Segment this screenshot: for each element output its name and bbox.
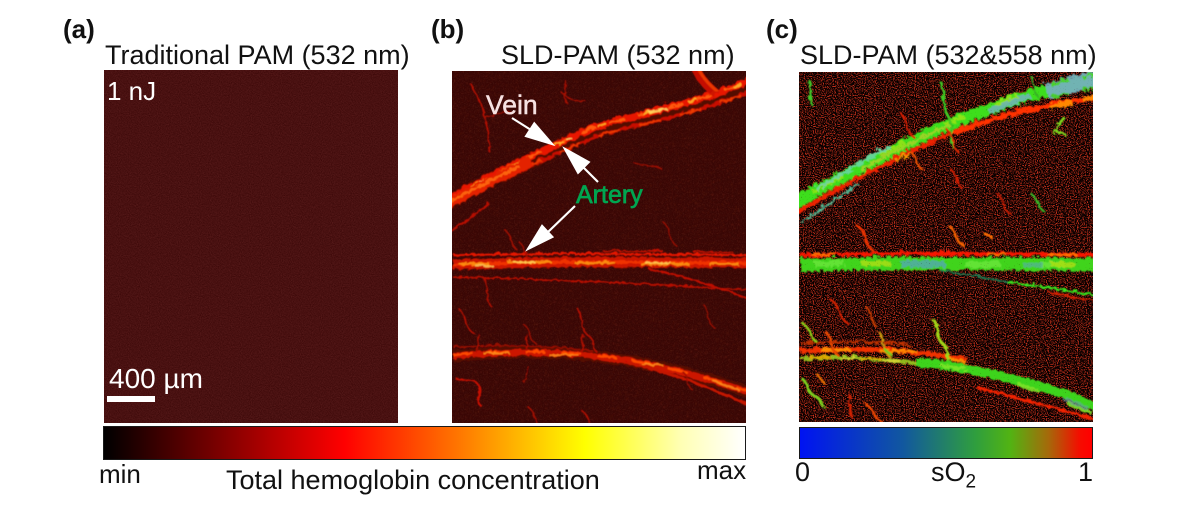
- svg-text:Artery: Artery: [576, 181, 643, 209]
- svg-text:Vein: Vein: [486, 90, 538, 120]
